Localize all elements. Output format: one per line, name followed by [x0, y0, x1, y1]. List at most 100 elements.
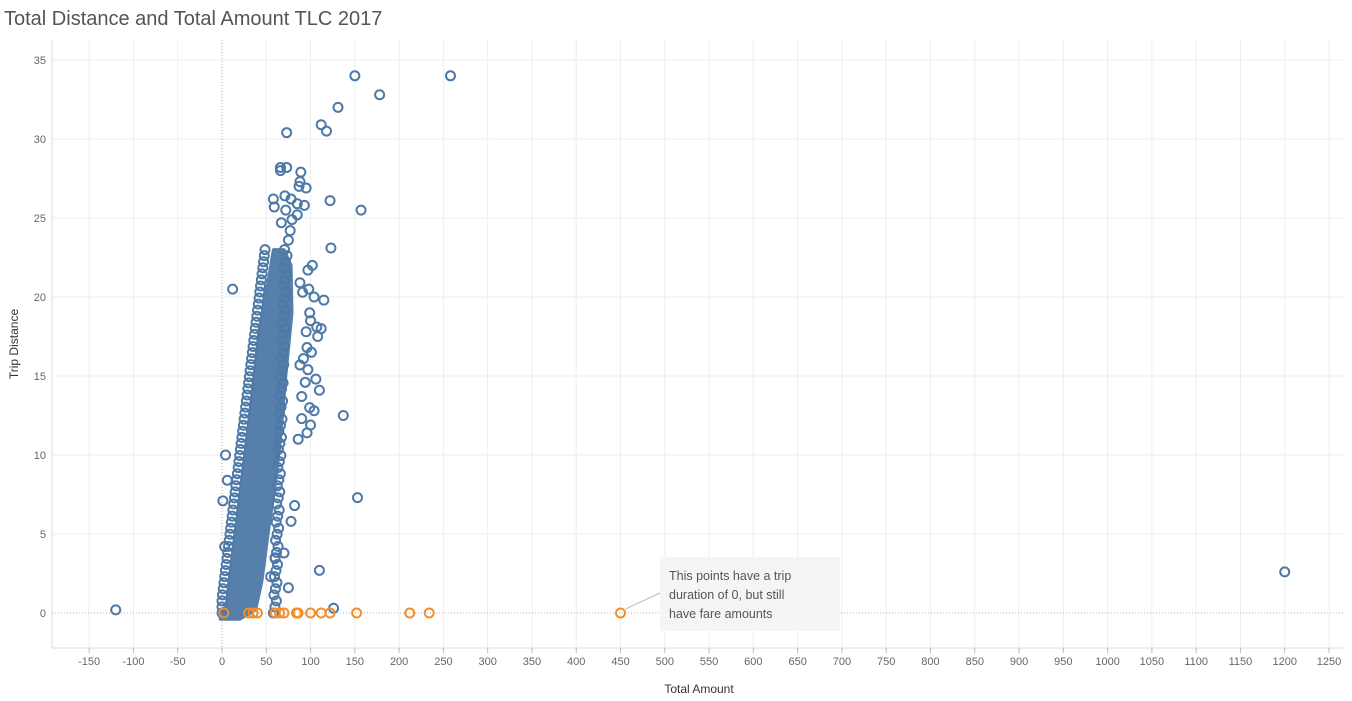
data-point — [332, 101, 344, 113]
data-point — [271, 546, 283, 558]
x-tick-label: 1150 — [1229, 656, 1253, 668]
data-point — [274, 486, 286, 498]
data-point — [337, 410, 349, 421]
data-point — [404, 607, 416, 619]
data-point — [272, 540, 284, 552]
data-point — [305, 607, 317, 619]
data-point — [324, 195, 336, 207]
x-tick-label: 700 — [833, 656, 851, 668]
data-point — [255, 280, 267, 292]
data-point — [300, 326, 312, 338]
data-point — [304, 307, 316, 319]
data-point — [278, 292, 290, 304]
data-point — [280, 204, 292, 216]
data-point — [110, 604, 122, 616]
data-point — [251, 310, 263, 322]
data-point — [218, 607, 230, 619]
data-point — [318, 294, 330, 306]
data-point — [301, 427, 313, 439]
point-cloud-band — [216, 244, 294, 621]
data-point — [237, 419, 249, 431]
data-point — [315, 607, 327, 619]
data-point — [315, 119, 327, 131]
data-point — [252, 298, 264, 310]
y-tick-label: 30 — [34, 134, 46, 146]
data-point — [280, 256, 292, 268]
data-point — [355, 204, 367, 216]
x-tick-label: 100 — [301, 656, 319, 668]
data-point — [257, 262, 269, 274]
data-point — [239, 407, 251, 419]
data-point — [230, 480, 242, 492]
data-point — [249, 322, 261, 334]
data-point — [228, 492, 240, 504]
data-point — [274, 407, 286, 419]
data-point — [217, 495, 229, 507]
data-point — [279, 304, 291, 316]
data-point — [313, 564, 325, 576]
data-point — [279, 190, 291, 202]
data-point — [275, 401, 287, 413]
data-point — [248, 334, 260, 346]
x-tick-label: 650 — [788, 656, 806, 668]
data-point — [219, 541, 231, 553]
data-point — [249, 328, 261, 340]
x-tick-label: 950 — [1054, 656, 1072, 668]
data-point — [220, 449, 232, 461]
data-point — [234, 450, 246, 462]
data-point — [270, 516, 282, 528]
x-tick-label: 550 — [700, 656, 718, 668]
data-point — [305, 315, 317, 327]
data-point — [278, 607, 290, 619]
y-axis-title: Trip Distance — [7, 309, 21, 380]
data-point — [229, 486, 241, 498]
data-point — [285, 515, 297, 527]
data-point — [256, 268, 268, 280]
data-point — [226, 510, 238, 522]
series-trips — [110, 70, 1291, 616]
x-tick-label: 350 — [523, 656, 541, 668]
y-tick-label: 15 — [34, 371, 46, 383]
x-tick-label: 500 — [656, 656, 674, 668]
data-point — [310, 373, 322, 385]
x-tick-label: 900 — [1010, 656, 1028, 668]
data-point — [270, 534, 282, 546]
data-point — [274, 607, 286, 619]
data-point — [219, 565, 231, 577]
data-point — [270, 595, 282, 607]
y-tick-label: 10 — [34, 450, 46, 462]
data-point — [236, 431, 248, 443]
data-point — [299, 376, 311, 388]
data-point — [278, 341, 290, 353]
data-point — [233, 456, 245, 468]
data-point — [275, 353, 287, 365]
x-tick-label: 200 — [390, 656, 408, 668]
data-point — [272, 443, 284, 455]
annotation-text-line: duration of 0, but still — [669, 588, 784, 602]
x-tick-label: 800 — [921, 656, 939, 668]
data-point — [216, 589, 228, 601]
data-point — [292, 607, 304, 619]
data-point — [276, 383, 288, 395]
data-point — [218, 577, 230, 589]
data-point — [305, 346, 317, 358]
data-point — [277, 298, 289, 310]
data-point — [294, 176, 306, 188]
data-point — [250, 316, 262, 328]
data-point — [279, 274, 291, 286]
data-point — [240, 395, 252, 407]
chart-title: Total Distance and Total Amount TLC 2017 — [4, 8, 383, 30]
x-tick-label: 300 — [479, 656, 497, 668]
data-points — [110, 70, 1291, 619]
data-point — [224, 528, 236, 540]
data-point — [267, 193, 279, 205]
data-point — [245, 359, 257, 371]
data-point — [241, 389, 253, 401]
data-point — [325, 242, 337, 254]
data-point — [238, 413, 250, 425]
data-point — [275, 217, 287, 229]
data-point — [274, 389, 286, 401]
data-point — [297, 286, 309, 298]
data-point — [272, 510, 284, 522]
data-point — [268, 589, 280, 601]
